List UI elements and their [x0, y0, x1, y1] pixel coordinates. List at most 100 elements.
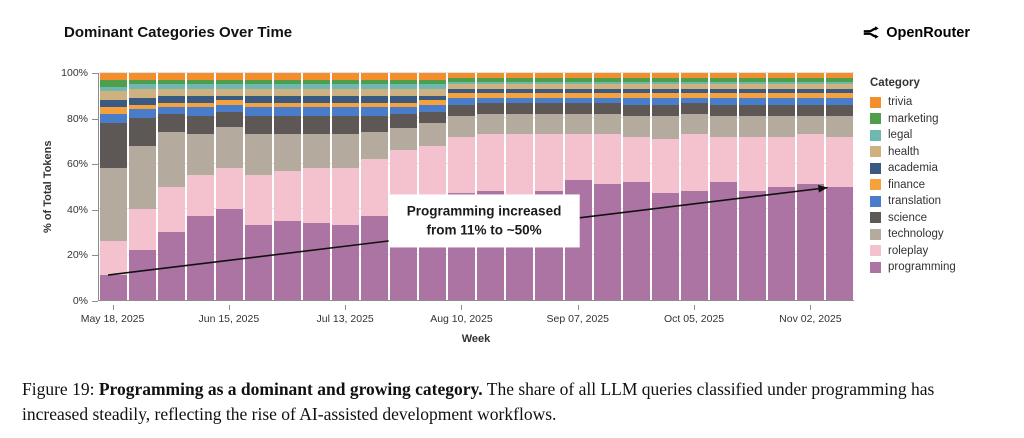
segment-roleplay — [506, 134, 534, 196]
x-tick-label: Oct 05, 2025 — [664, 313, 725, 325]
segment-marketing — [448, 77, 476, 83]
segment-legal — [738, 82, 766, 85]
segment-programming — [709, 181, 737, 300]
segment-science — [622, 104, 650, 117]
segment-roleplay — [361, 159, 389, 217]
segment-science — [100, 122, 128, 169]
segment-programming — [158, 231, 186, 300]
bar-aug-03-2025 — [419, 73, 447, 300]
segment-technology — [767, 116, 795, 137]
segment-roleplay — [564, 134, 592, 180]
segment-legal — [100, 86, 128, 92]
segment-trivia — [651, 73, 679, 78]
segment-marketing — [274, 79, 302, 85]
segment-translation — [216, 104, 244, 112]
segment-finance — [709, 93, 737, 99]
segment-translation — [709, 98, 737, 105]
segment-legal — [477, 82, 505, 85]
segment-finance — [361, 102, 389, 108]
segment-academia — [274, 95, 302, 103]
segment-academia — [158, 95, 186, 103]
segment-health — [390, 88, 418, 96]
segment-legal — [680, 82, 708, 85]
segment-finance — [419, 100, 447, 105]
segment-translation — [680, 98, 708, 103]
gridline — [99, 117, 854, 119]
segment-technology — [448, 116, 476, 137]
bar-jun-01-2025 — [158, 73, 186, 300]
segment-legal — [709, 82, 737, 85]
segment-programming — [245, 225, 273, 300]
segment-trivia — [216, 73, 244, 80]
segment-legal — [593, 82, 621, 85]
segment-programming — [332, 225, 360, 300]
bar-sep-14-2025 — [593, 73, 621, 300]
segment-translation — [825, 98, 853, 105]
segment-academia — [767, 88, 795, 94]
health-swatch-icon — [870, 146, 881, 157]
segment-programming — [187, 216, 215, 300]
segment-roleplay — [245, 175, 273, 226]
y-axis-title: % of Total Tokens — [42, 140, 54, 234]
plot-area: Programming increased from 11% to ~50% — [98, 72, 854, 301]
segment-academia — [448, 88, 476, 94]
segment-translation — [390, 107, 418, 114]
segment-roleplay — [738, 136, 766, 192]
segment-technology — [651, 116, 679, 139]
segment-legal — [158, 84, 186, 89]
legend-item-health: health — [870, 146, 1012, 158]
segment-health — [332, 88, 360, 96]
segment-academia — [332, 95, 360, 103]
segment-science — [187, 116, 215, 135]
segment-roleplay — [709, 136, 737, 182]
segment-programming — [796, 184, 824, 300]
segment-trivia — [129, 73, 157, 80]
segment-technology — [245, 134, 273, 176]
segment-technology — [622, 116, 650, 137]
segment-legal — [303, 84, 331, 89]
segment-programming — [303, 222, 331, 300]
segment-marketing — [129, 79, 157, 85]
segment-marketing — [535, 77, 563, 83]
segment-technology — [274, 134, 302, 171]
segment-roleplay — [535, 134, 563, 192]
segment-technology — [187, 134, 215, 176]
segment-academia — [680, 88, 708, 94]
segment-science — [448, 104, 476, 117]
segment-programming — [622, 181, 650, 300]
legend-label: translation — [888, 195, 942, 207]
segment-health — [825, 84, 853, 89]
segment-finance — [535, 93, 563, 98]
segment-translation — [448, 98, 476, 105]
segment-legal — [448, 82, 476, 85]
segment-trivia — [477, 73, 505, 78]
segment-trivia — [622, 73, 650, 78]
segment-health — [506, 84, 534, 89]
segment-trivia — [564, 73, 592, 78]
brand-name: OpenRouter — [886, 24, 970, 41]
legend-label: science — [888, 211, 927, 224]
roleplay-swatch-icon — [870, 245, 881, 256]
x-tick-mark — [112, 305, 114, 310]
segment-health — [564, 84, 592, 89]
segment-technology — [709, 116, 737, 137]
segment-science — [709, 104, 737, 117]
segment-finance — [158, 102, 186, 108]
segment-trivia — [506, 73, 534, 78]
segment-science — [216, 111, 244, 128]
segment-finance — [303, 102, 331, 108]
segment-finance — [796, 93, 824, 98]
x-tick-label: May 18, 2025 — [80, 313, 145, 325]
legend-item-translation: translation — [870, 195, 1012, 207]
segment-roleplay — [680, 134, 708, 192]
segment-science — [651, 104, 679, 117]
segment-marketing — [245, 79, 273, 85]
segment-science — [274, 116, 302, 135]
y-tick-mark — [92, 209, 98, 211]
segment-legal — [825, 82, 853, 85]
segment-translation — [274, 107, 302, 117]
segment-roleplay — [593, 134, 621, 185]
bar-may-18-2025 — [100, 73, 128, 300]
segment-health — [680, 84, 708, 89]
segment-health — [535, 84, 563, 89]
